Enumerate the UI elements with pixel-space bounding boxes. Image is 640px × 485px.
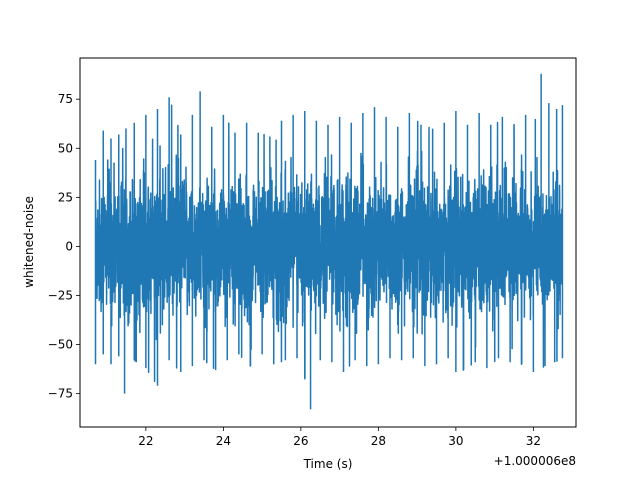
y-axis-label: whitened-noise [22, 196, 36, 288]
plot-area [79, 57, 577, 428]
x-tick-label: 28 [371, 434, 386, 448]
x-axis-label: Time (s) [303, 457, 353, 471]
y-tick-label: 0 [65, 239, 73, 253]
x-tick-label: 22 [138, 434, 153, 448]
x-axis: 22 24 26 28 30 32 [138, 427, 541, 448]
y-tick-label: 75 [58, 92, 73, 106]
axes-frame [79, 57, 577, 428]
y-tick-label: −25 [48, 288, 73, 302]
x-tick-label: 30 [448, 434, 463, 448]
y-tick-label: 50 [58, 141, 73, 155]
y-axis: −75 −50 −25 0 25 50 75 [48, 92, 80, 401]
series-line-whitened-noise [94, 73, 564, 410]
y-tick-label: −75 [48, 387, 73, 401]
x-tick-label: 32 [526, 434, 541, 448]
x-axis-offset-label: +1.000006e8 [494, 454, 576, 468]
y-tick-label: 25 [58, 190, 73, 204]
x-tick-label: 26 [293, 434, 308, 448]
x-tick-label: 24 [216, 434, 231, 448]
y-tick-label: −50 [48, 338, 73, 352]
series-group [94, 73, 564, 410]
